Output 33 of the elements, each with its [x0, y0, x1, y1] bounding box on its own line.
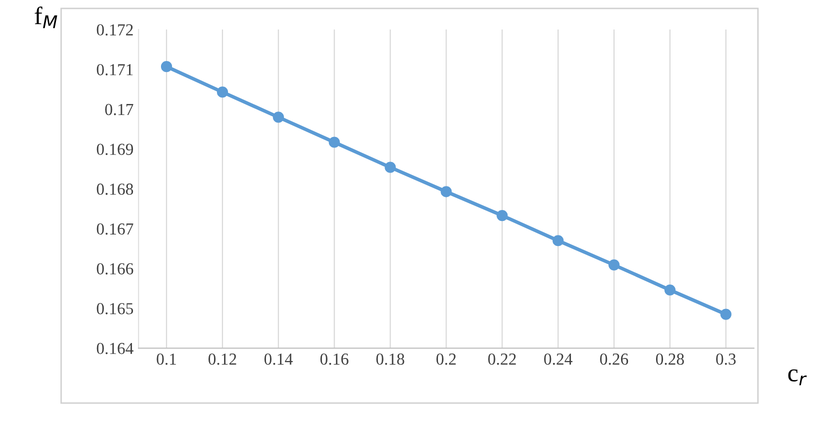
point: [216, 86, 228, 98]
x-tick-label: 0.16: [320, 353, 348, 365]
point: [496, 210, 508, 222]
y-tick-label: 0.17: [105, 104, 134, 116]
x-tick-label: 0.26: [600, 353, 628, 365]
point: [552, 235, 564, 246]
point: [328, 136, 340, 148]
y-tick-label: 0.166: [96, 263, 134, 275]
x-tick-label: 0.2: [436, 353, 456, 365]
y-axis-title: f$_{M}$: [34, 6, 58, 28]
x-axis-title: c$_{r}$: [788, 369, 807, 386]
point: [664, 284, 676, 296]
y-tick-label: 0.169: [96, 144, 134, 156]
y-tick-label: 0.172: [96, 24, 133, 36]
x-tick-label: 0.1: [156, 353, 176, 365]
point: [272, 112, 284, 123]
x-tick-label: 0.3: [716, 353, 736, 365]
y-tick-label: 0.168: [96, 184, 134, 195]
x-tick-label: 0.18: [376, 353, 404, 365]
point: [720, 308, 732, 320]
y-tick-label: 0.165: [96, 303, 134, 314]
point: [440, 186, 452, 198]
x-tick-label: 0.22: [488, 353, 516, 365]
point: [608, 259, 620, 270]
point: [384, 162, 396, 173]
x-tick-label: 0.14: [264, 353, 293, 365]
point: [160, 61, 172, 72]
y-tick-label: 0.164: [96, 342, 134, 354]
x-tick-label: 0.12: [208, 353, 236, 365]
y-tick-label: 0.171: [96, 64, 133, 76]
y-tick-label: 0.167: [96, 223, 134, 235]
x-tick-label: 0.24: [544, 353, 572, 365]
x-tick-label: 0.28: [656, 353, 684, 365]
